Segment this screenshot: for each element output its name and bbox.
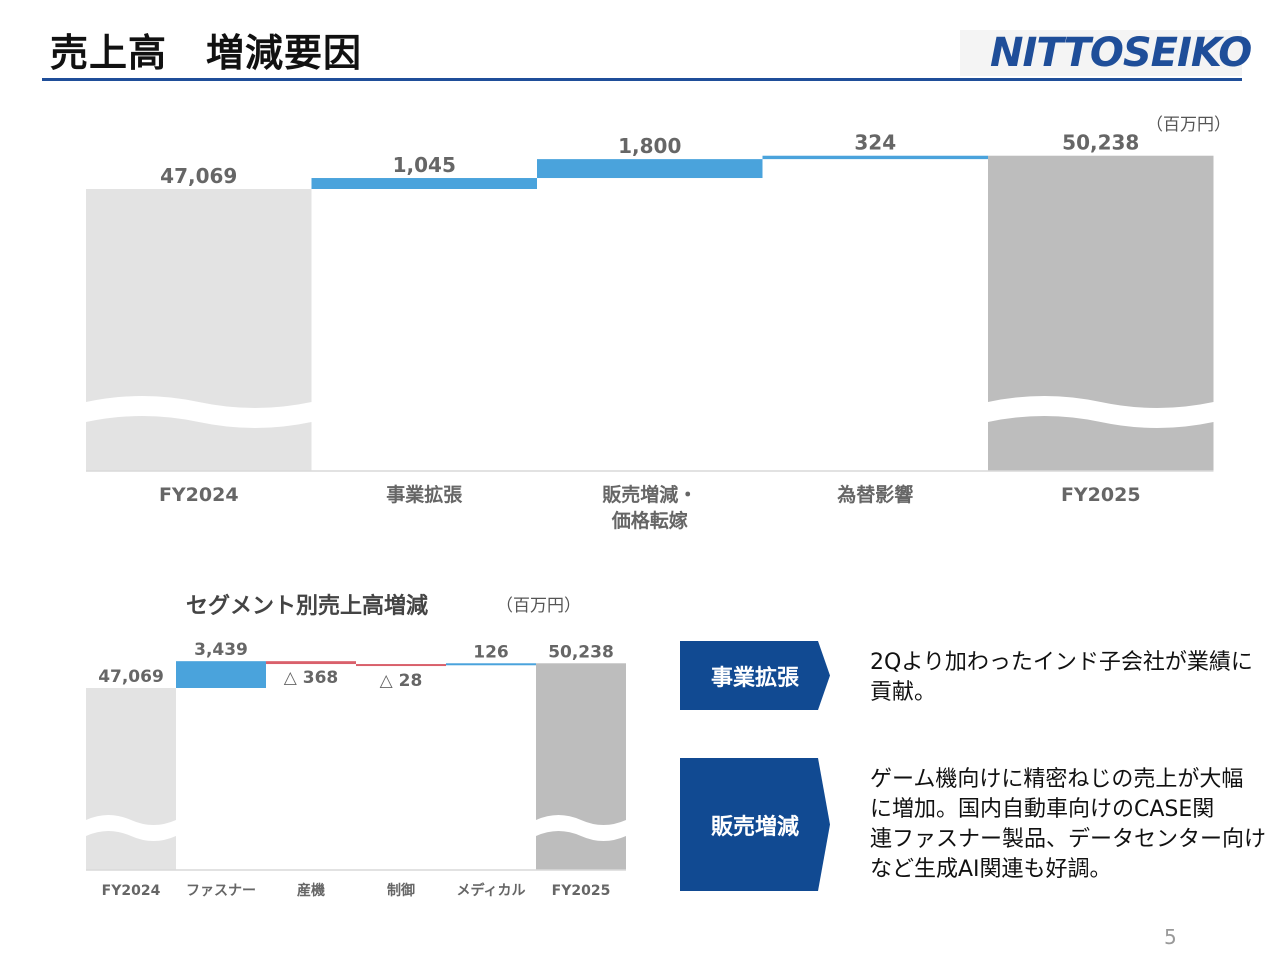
value-label: 1,045 [393,153,456,177]
callout-line: ゲーム機向けに精密ねじの売上が大幅 [870,767,1244,792]
category-label: メディカル [456,882,525,899]
value-label: 3,439 [194,640,248,660]
callout-label-business-expansion: 事業拡張 [680,641,830,710]
value-label: 1,800 [618,134,681,158]
callout-line: 連ファスナー製品、データセンター向け [870,827,1267,852]
value-label: 50,238 [1062,131,1139,155]
category-label: 販売増減・ [602,483,697,506]
callout-line: など生成AI関連も好調。 [870,857,1112,882]
axis-break-wave [536,815,626,841]
callout-label-text: 販売増減 [710,814,799,840]
value-label: 50,238 [548,642,614,662]
category-label: 制御 [387,882,415,899]
value-label: △ 368 [284,668,338,688]
page-title: 売上高 増減要因 [50,31,363,75]
category-label: ファスナー [186,883,256,899]
category-label: FY2024 [102,883,161,899]
category-label: FY2025 [1061,484,1141,506]
company-logo: NITTOSEIKO [990,30,1252,76]
value-label: 47,069 [160,164,237,188]
callout-line: 2Qより加わったインド子会社が業績に [870,650,1253,675]
category-label: FY2024 [159,484,239,506]
category-label: 為替影響 [837,483,913,506]
axis-break-wave [988,396,1214,428]
main-chart-unit: （百万円） [1146,115,1231,135]
total-bar [86,688,176,870]
callout-description-business-expansion: 2Qより加わったインド子会社が業績に 貢献。 [870,648,1253,708]
increase-bar [446,663,536,666]
value-label: 47,069 [98,667,164,687]
decrease-bar [266,661,356,665]
increase-bar [762,155,988,160]
callout-line: に増加。国内自動車向けのCASE関 [870,797,1215,822]
category-label: FY2025 [552,883,611,899]
value-label: 126 [473,642,509,662]
increase-bar [176,661,266,688]
logo-background [960,30,1242,76]
callout-description-sales-change: ゲーム機向けに精密ねじの売上が大幅 に増加。国内自動車向けのCASE関 連ファス… [870,765,1266,885]
segment-chart-unit: （百万円） [496,596,581,616]
increase-bar [311,178,537,189]
page-number: 5 [1164,925,1177,949]
category-label: 事業拡張 [386,483,463,506]
category-label: 産機 [297,882,325,899]
callout-line: 貢献。 [870,680,937,705]
category-label: 価格転嫁 [611,509,688,532]
segment-chart-title: セグメント別売上高増減 [186,594,429,619]
value-label: 324 [854,131,896,155]
callout-label-text: 事業拡張 [710,665,799,691]
value-label: △ 28 [380,671,423,691]
callout-label-sales-change: 販売増減 [680,758,830,891]
title-divider [42,78,1242,81]
axis-break-wave [86,815,176,841]
axis-break-wave [86,396,312,428]
increase-bar [537,159,763,179]
decrease-bar [356,664,446,667]
total-bar [86,189,312,471]
